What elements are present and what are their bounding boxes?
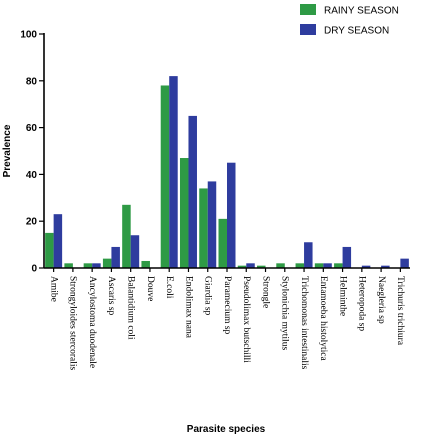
x-category-label: Endolimax nana xyxy=(183,276,193,339)
bar-dry-14 xyxy=(323,263,332,268)
y-tick-label: 40 xyxy=(26,170,38,181)
bar-rainy-1 xyxy=(64,263,73,268)
x-category-label: Pseudolimax butschilli xyxy=(241,276,251,363)
bar-rainy-15 xyxy=(334,263,343,268)
bar-dry-3 xyxy=(111,246,120,268)
x-category-label: Douve xyxy=(145,276,155,301)
x-category-label: Ascaris sp xyxy=(106,276,116,316)
y-tick-label: 20 xyxy=(26,217,38,228)
bar-dry-18 xyxy=(400,258,409,268)
y-tick-label: 80 xyxy=(26,76,38,87)
y-ticks-group: 0 20 40 60 80 100 xyxy=(20,30,44,275)
y-tick-label: 60 xyxy=(26,123,38,134)
bar-dry-4 xyxy=(130,235,140,268)
bars-group xyxy=(45,76,409,272)
bar-rainy-11 xyxy=(257,265,266,268)
bar-rainy-8 xyxy=(199,188,208,268)
legend-label-rainy: RAINY SEASON xyxy=(324,6,399,17)
bar-rainy-2 xyxy=(83,263,93,268)
x-category-label: Strongle xyxy=(260,276,270,308)
bar-rainy-5 xyxy=(141,260,150,268)
bar-dry-7 xyxy=(188,115,197,269)
x-category-label: Strongyloides stercoralis xyxy=(68,276,78,370)
legend-label-dry: DRY SEASON xyxy=(324,26,389,37)
x-category-label: E.coli xyxy=(164,276,174,299)
x-category-label: Naegleria sp xyxy=(376,276,386,324)
bar-dry-8 xyxy=(207,181,217,268)
bar-rainy-4 xyxy=(122,204,131,268)
bar-rainy-7 xyxy=(179,158,189,268)
legend: RAINY SEASON DRY SEASON xyxy=(300,4,399,37)
x-category-label: Trichuris trichiura xyxy=(395,276,405,346)
x-category-label: Paramecium sp xyxy=(222,276,232,335)
x-labels-group: Amibe Strongyloides stercoralis Ancylostom… xyxy=(48,276,405,370)
x-category-label: Amibe xyxy=(48,276,58,302)
y-tick-label: 0 xyxy=(31,264,37,275)
x-category-label: Helminthe xyxy=(337,276,347,316)
bar-dry-17 xyxy=(381,265,390,268)
bar-rainy-14 xyxy=(314,263,324,268)
x-category-label: Balantidium coli xyxy=(125,276,135,340)
bar-dry-10 xyxy=(246,263,255,268)
bar-rainy-13 xyxy=(295,263,305,268)
legend-swatch-dry xyxy=(300,24,316,35)
bar-rainy-12 xyxy=(276,263,285,268)
x-category-label: Trichomonas intestinalis xyxy=(299,276,309,370)
bar-rainy-9 xyxy=(218,218,227,268)
x-category-label: Heteropoda sp xyxy=(357,276,367,331)
x-category-label: Giardia sp xyxy=(203,276,213,316)
bar-rainy-6 xyxy=(160,85,170,268)
bar-dry-13 xyxy=(304,242,313,268)
y-tick-label: 100 xyxy=(20,30,37,41)
bar-rainy-10 xyxy=(237,265,247,268)
x-axis-title: Parasite species xyxy=(187,424,266,435)
x-category-label: Entamoeba histolytica xyxy=(318,276,328,361)
bar-dry-9 xyxy=(227,162,236,268)
bar-dry-0 xyxy=(53,214,63,268)
legend-swatch-rainy xyxy=(300,4,316,15)
bar-dry-2 xyxy=(92,263,101,268)
y-axis-title: Prevalence xyxy=(2,124,13,177)
x-category-label: Stylonichia mytilus xyxy=(280,276,290,350)
axes-group xyxy=(43,33,410,269)
bar-dry-15 xyxy=(342,246,352,268)
bar-rainy-0 xyxy=(45,232,54,268)
bar-dry-6 xyxy=(169,76,178,269)
bar-rainy-3 xyxy=(102,258,112,268)
x-category-label: Ancylostoma duodenale xyxy=(87,276,97,368)
bar-dry-16 xyxy=(361,265,371,268)
